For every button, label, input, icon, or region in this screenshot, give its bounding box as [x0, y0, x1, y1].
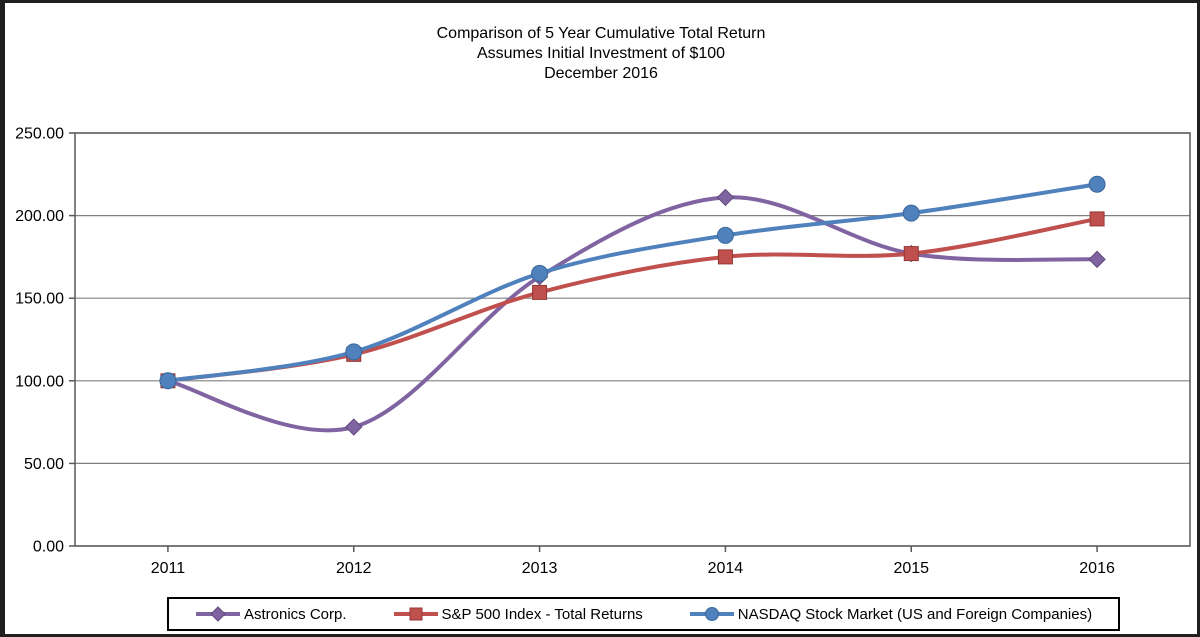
series-marker-s-p-500-index-total-returns [717, 249, 733, 265]
series-line-nasdaq-stock-market-us-and-foreign-companies [165, 182, 1100, 383]
series-marker-nasdaq-stock-market-us-and-foreign-companies [345, 343, 363, 361]
legend-item-s-p-500-index-total-returns: S&P 500 Index - Total Returns [393, 605, 643, 623]
chart-title-line-1: Comparison of 5 Year Cumulative Total Re… [436, 25, 766, 42]
series-marker-astronics-corp [345, 418, 363, 436]
series-line-s-p-500-index-total-returns [165, 216, 1100, 383]
x-tick-label: 2016 [1079, 560, 1115, 577]
diamond-marker-icon [196, 606, 240, 622]
chart-title-line-2: Assumes Initial Investment of $100 [476, 45, 726, 62]
plot-border [74, 132, 1191, 547]
legend-marker-s-p-500-index-total-returns [409, 607, 423, 621]
legend-item-nasdaq-stock-market-us-and-foreign-companies: NASDAQ Stock Market (US and Foreign Comp… [689, 605, 1092, 623]
legend-marker-astronics-corp [210, 606, 226, 622]
line-chart-plot: 0.00 50.00 100.00 150.00 200.00 250.00 2011 201… [15, 126, 1191, 577]
x-tick-label: 2012 [336, 560, 372, 577]
y-tick-label: 150.00 [15, 291, 64, 308]
series-marker-nasdaq-stock-market-us-and-foreign-companies [159, 372, 177, 390]
chart-title: Comparison of 5 Year Cumulative Total Re… [5, 24, 1197, 84]
x-tick-label: 2011 [151, 560, 186, 577]
x-tick-label: 2015 [893, 560, 929, 577]
y-tick-label: 100.00 [15, 373, 64, 390]
x-tick-label: 2013 [522, 560, 558, 577]
series-marker-nasdaq-stock-market-us-and-foreign-companies [1088, 175, 1106, 193]
series-marker-nasdaq-stock-market-us-and-foreign-companies [902, 204, 920, 222]
series-marker-astronics-corp [1088, 250, 1106, 269]
legend-label-s-p-500-index-total-returns: S&P 500 Index - Total Returns [441, 605, 643, 623]
circle-marker-icon [689, 607, 734, 621]
series-marker-nasdaq-stock-market-us-and-foreign-companies [531, 264, 549, 282]
chart-legend: Astronics Corp. S&P 500 Index - Total Ret… [167, 597, 1121, 631]
square-marker-icon [393, 607, 438, 621]
series-marker-s-p-500-index-total-returns [903, 246, 919, 262]
legend-label-astronics-corp: Astronics Corp. [244, 605, 347, 623]
chart-title-line-3: December 2016 [544, 65, 658, 82]
series-marker-astronics-corp [716, 188, 735, 207]
y-tick-label: 250.00 [15, 126, 64, 143]
y-tick-label: 0.00 [33, 539, 64, 556]
y-tick-label: 50.00 [24, 456, 64, 473]
legend-item-astronics-corp: Astronics Corp. [195, 605, 347, 623]
series-marker-nasdaq-stock-market-us-and-foreign-companies [716, 226, 734, 244]
series-line-astronics-corp [165, 195, 1100, 433]
legend-label-nasdaq-stock-market-us-and-foreign-companies: NASDAQ Stock Market (US and Foreign Comp… [737, 605, 1093, 623]
legend-marker-nasdaq-stock-market-us-and-foreign-companies [704, 607, 719, 621]
x-tick-label: 2014 [708, 560, 744, 577]
y-tick-label: 200.00 [15, 208, 64, 225]
series-marker-s-p-500-index-total-returns [532, 284, 548, 300]
series-marker-s-p-500-index-total-returns [1089, 211, 1105, 227]
